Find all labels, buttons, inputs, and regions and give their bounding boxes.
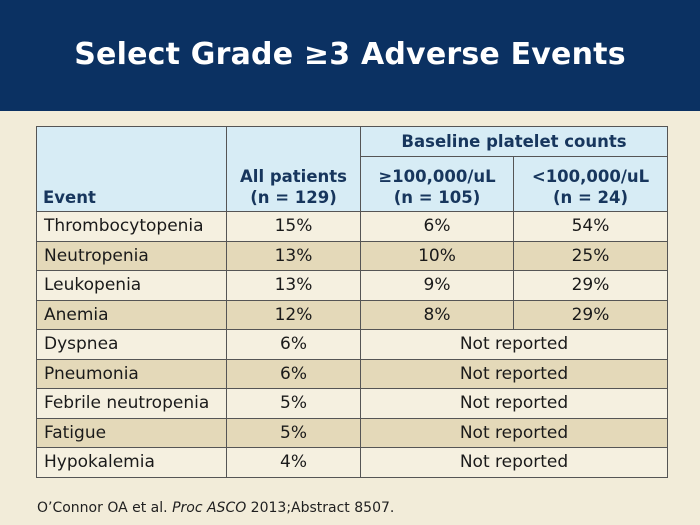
all-patients-value: 12% [226, 299, 361, 330]
all-patients-value: 5% [226, 388, 361, 419]
high-platelets-value: 8% [360, 299, 514, 330]
low-platelets-value: 54% [512, 211, 669, 242]
all-patients-value: 13% [226, 240, 361, 271]
event-name: Neutropenia [36, 240, 227, 271]
event-name: Thrombocytopenia [36, 211, 227, 242]
citation-authors: O’Connor OA et al. [37, 500, 173, 516]
header-low-platelets-n: (n = 24) [552, 188, 629, 207]
header-high-platelets-label: ≥100,000/uL [378, 167, 496, 186]
all-patients-value: 5% [226, 417, 361, 448]
all-patients-value: 6% [226, 358, 361, 389]
event-name: Leukopenia [36, 270, 227, 301]
table-row: Febrile neutropenia 5% Not reported [36, 388, 669, 419]
all-patients-value: 4% [226, 447, 361, 478]
not-reported-cell: Not reported [359, 358, 669, 389]
event-name: Hypokalemia [36, 447, 227, 478]
not-reported-cell: Not reported [359, 417, 669, 448]
event-name: Pneumonia [36, 358, 227, 389]
table-row: Dyspnea 6% Not reported [36, 329, 669, 360]
table-row: Anemia 12% 8% 29% [36, 299, 669, 330]
table-row: Fatigue 5% Not reported [36, 417, 669, 448]
header-all-patients: All patients (n = 129) [226, 126, 361, 212]
header-high-platelets-n: (n = 105) [393, 188, 481, 207]
low-platelets-value: 29% [512, 270, 669, 301]
event-name: Anemia [36, 299, 227, 330]
adverse-events-table: Event All patients (n = 129) Baseline pl… [36, 126, 669, 478]
slide-title: Select Grade ≥3 Adverse Events [74, 37, 626, 72]
header-all-patients-label: All patients [240, 167, 347, 186]
header-baseline-platelet-counts: Baseline platelet counts [359, 126, 669, 157]
header-all-patients-n: (n = 129) [250, 188, 337, 207]
header-low-platelets-label: <100,000/uL [531, 167, 650, 186]
table-row: Pneumonia 6% Not reported [36, 358, 669, 389]
header-high-platelets: ≥100,000/uL (n = 105) [360, 156, 514, 212]
event-name: Febrile neutropenia [36, 388, 227, 419]
header-event: Event [36, 126, 227, 212]
event-name: Fatigue [36, 417, 227, 448]
header-low-platelets: <100,000/uL (n = 24) [512, 156, 669, 212]
citation-footnote: O’Connor OA et al. Proc ASCO 2013;Abstra… [37, 500, 394, 516]
table-row: Hypokalemia 4% Not reported [36, 447, 669, 478]
citation-journal: Proc ASCO [172, 500, 247, 516]
title-band: Select Grade ≥3 Adverse Events [0, 0, 700, 111]
all-patients-value: 15% [226, 211, 361, 242]
event-name: Dyspnea [36, 329, 227, 360]
low-platelets-value: 29% [512, 299, 669, 330]
not-reported-cell: Not reported [359, 329, 669, 360]
low-platelets-value: 25% [512, 240, 669, 271]
high-platelets-value: 10% [360, 240, 514, 271]
table-row: Thrombocytopenia 15% 6% 54% [36, 211, 669, 242]
all-patients-value: 13% [226, 270, 361, 301]
citation-details: 2013;Abstract 8507. [246, 500, 395, 516]
not-reported-cell: Not reported [359, 447, 669, 478]
high-platelets-value: 9% [360, 270, 514, 301]
high-platelets-value: 6% [360, 211, 514, 242]
all-patients-value: 6% [226, 329, 361, 360]
table-row: Leukopenia 13% 9% 29% [36, 270, 669, 301]
table-row: Neutropenia 13% 10% 25% [36, 240, 669, 271]
not-reported-cell: Not reported [359, 388, 669, 419]
